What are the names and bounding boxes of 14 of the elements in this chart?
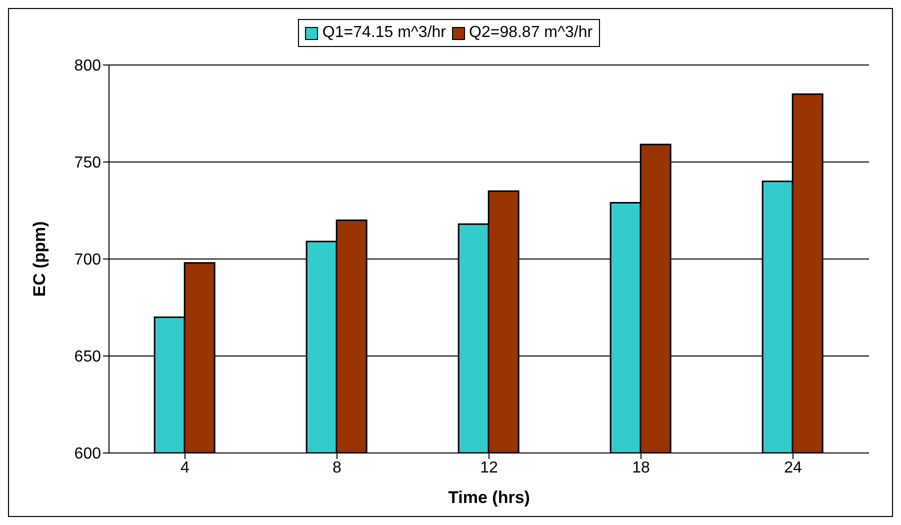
y-tick-label: 700: [74, 252, 102, 269]
y-tick-label: 800: [74, 58, 102, 75]
y-axis-title: EC (ppm): [30, 221, 50, 297]
legend-label: Q2=98.87 m^3/hr: [469, 24, 593, 42]
y-tick-label: 750: [74, 154, 102, 172]
x-tick-label: 24: [784, 459, 802, 476]
x-tick-label: 18: [632, 459, 650, 476]
legend-label: Q1=74.15 m^3/hr: [322, 24, 446, 42]
x-tick-label: 12: [480, 459, 498, 476]
y-tick-label: 650: [74, 348, 102, 366]
x-axis-title: Time (hrs): [448, 488, 530, 507]
x-tick-label: 8: [332, 459, 342, 476]
y-tick-label: 600: [74, 446, 102, 463]
x-tick-label: 4: [180, 459, 190, 476]
